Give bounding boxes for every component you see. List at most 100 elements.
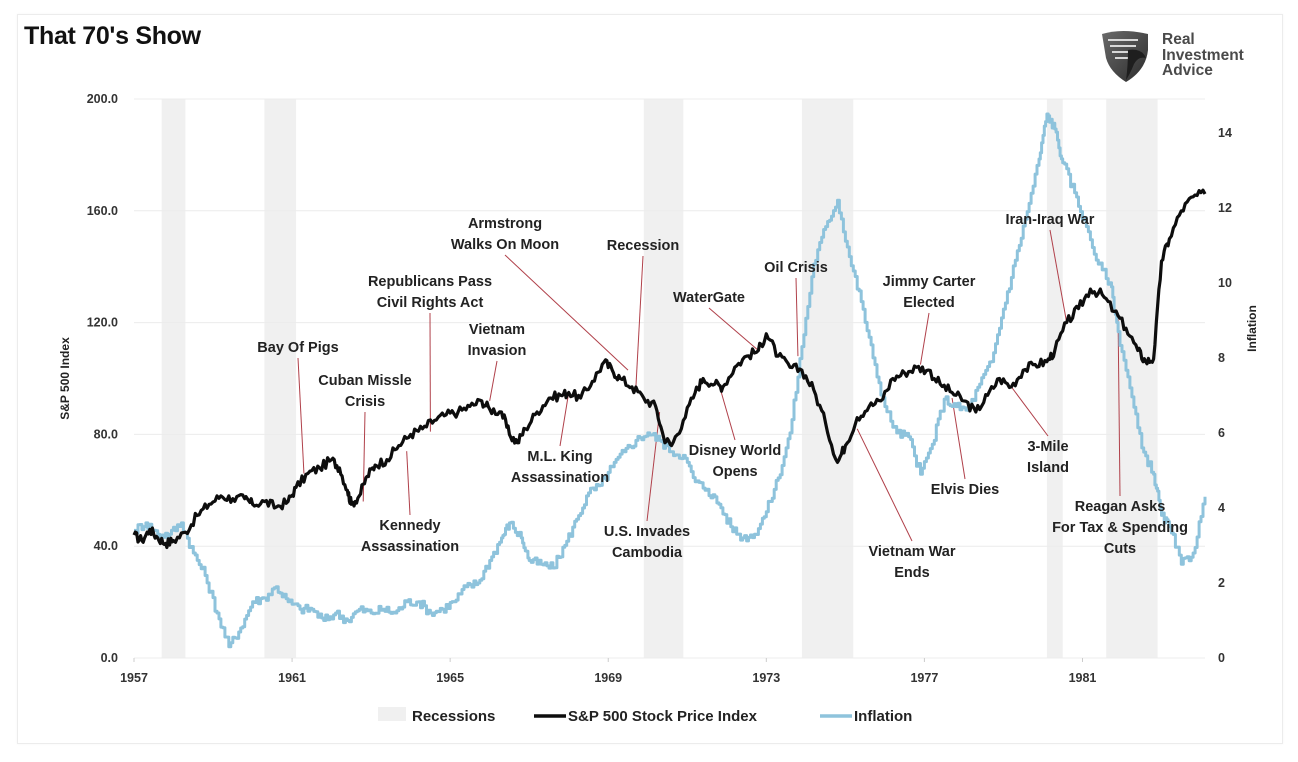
recession-band [1046,99,1063,658]
annotation-leader [1117,317,1121,497]
annotation-leader [708,307,759,351]
inflation-line [134,112,1207,649]
annotation-line-text: Disney World [689,443,781,459]
annotation-label: 3-Mile Island [1027,439,1069,476]
y-right-tick-label: 8 [1218,351,1225,365]
annotation-label: Reagan Asks For Tax & Spending Cuts [1052,499,1188,557]
gridlines [134,98,1205,659]
annotation-leader [297,357,305,474]
legend-label-sp500: S&P 500 Stock Price Index [568,708,758,725]
annotation-label: Iran-Iraq War [1006,212,1095,228]
y-right-tick-label: 2 [1218,576,1225,590]
annotation-line-text: Recession [607,238,680,254]
axes: 0.0 40.0 80.0 120.0 160.0 200.0 0 2 4 6 8 10 12 14 195… [58,92,1259,685]
annotation-line-text: Island [1027,460,1069,476]
annotation-line-text: Vietnam [469,322,525,338]
annotation-line-text: Civil Rights Act [377,295,484,311]
annotation-line-text: Armstrong [468,216,542,232]
annotation-line-text: Cuban Missle [318,373,411,389]
annotation-leader [646,411,661,522]
annotation-line-text: Cuts [1104,541,1136,557]
annotation-leader [1010,386,1049,437]
logo-line: Investment [1162,46,1244,64]
x-tick-label: 1957 [120,671,148,685]
annotation-line-text: M.L. King [527,449,592,465]
annotation-line-text: Assassination [361,539,459,555]
recession-bands [161,99,1158,658]
annotation-leader [362,411,366,502]
legend-label-inflation: Inflation [854,708,912,725]
logo-line: Real [1162,31,1195,48]
chart-title: That 70's Show [24,22,201,50]
annotation-leader [1049,229,1068,323]
annotation-label: Jimmy Carter Elected [883,274,976,311]
recession-band [643,99,684,658]
annotation-label: Recession [607,238,680,254]
recession-band [1106,99,1158,658]
y-left-tick-label: 80.0 [94,427,118,441]
annotation-label: Vietnam Invasion [468,322,527,359]
y-left-tick-label: 200.0 [87,92,118,106]
annotation-line-text: Cambodia [612,545,683,561]
sp500-line [132,188,1207,550]
recession-band [801,99,854,658]
annotation-label: Vietnam War Ends [868,544,955,581]
annotation-line-text: Elvis Dies [931,482,1000,498]
annotation-line-text: Jimmy Carter [883,274,976,290]
annotation-label: Armstrong Walks On Moon [451,216,559,253]
annotation-leaders [297,229,1121,542]
annotation-leader [795,277,799,357]
annotation-label: WaterGate [673,290,745,306]
x-tick-label: 1973 [752,671,780,685]
annotation-label: U.S. Invades Cambodia [604,524,690,561]
annotation-line-text: Vietnam War [868,544,955,560]
annotation-line-text: Reagan Asks [1075,499,1166,515]
x-tick-label: 1961 [278,671,306,685]
annotation-leader [635,255,644,387]
brand-logo[interactable]: Real Investment Advice [1098,28,1268,84]
annotation-label: Disney World Opens [689,443,781,480]
legend: Recessions S&P 500 Stock Price Index Infla… [378,707,912,725]
annotation-line-text: Crisis [345,394,385,410]
y-right-tick-label: 0 [1218,651,1225,665]
y-right-tick-label: 4 [1218,501,1225,515]
annotation-line-text: Assassination [511,470,609,486]
annotation-label: Elvis Dies [931,482,1000,498]
annotation-line-text: Elected [903,295,955,311]
annotation-label: Kennedy Assassination [361,518,459,555]
y-left-tick-label: 0.0 [101,651,118,665]
annotation-leader [856,428,913,542]
annotation-leader [406,451,411,516]
annotation-label: Republicans Pass Civil Rights Act [368,274,492,311]
x-tick-label: 1977 [910,671,938,685]
annotation-leader [718,383,736,441]
annotation-leader [489,360,498,401]
recession-band [161,99,186,658]
annotation-line-text: Walks On Moon [451,237,559,253]
annotation-label: M.L. King Assassination [511,449,609,486]
y-right-tick-label: 14 [1218,126,1232,140]
y-right-tick-label: 10 [1218,276,1232,290]
annotation-leader [919,312,930,365]
legend-label-recessions: Recessions [412,708,495,725]
x-tick-label: 1965 [436,671,464,685]
annotation-line-text: 3-Mile [1027,439,1068,455]
annotation-label: Bay Of Pigs [257,340,338,356]
annotation-line-text: Ends [894,565,929,581]
annotation-line-text: Republicans Pass [368,274,492,290]
y-left-axis-title: S&P 500 Index [58,337,72,420]
annotation-leader [504,254,629,371]
annotation-line-text: U.S. Invades [604,524,690,540]
y-right-tick-label: 6 [1218,426,1225,440]
y-left-tick-label: 160.0 [87,204,118,218]
eagle-shield-icon [1102,31,1148,82]
logo-line: Advice [1162,62,1213,79]
logo-text: Real Investment Advice [1162,32,1244,79]
annotation-line-text: Kennedy [379,518,440,534]
annotation-line-text: Iran-Iraq War [1006,212,1095,228]
y-right-axis-title: Inflation [1245,305,1259,352]
annotation-line-text: WaterGate [673,290,745,306]
annotation-line-text: Bay Of Pigs [257,340,338,356]
x-tick-label: 1969 [594,671,622,685]
